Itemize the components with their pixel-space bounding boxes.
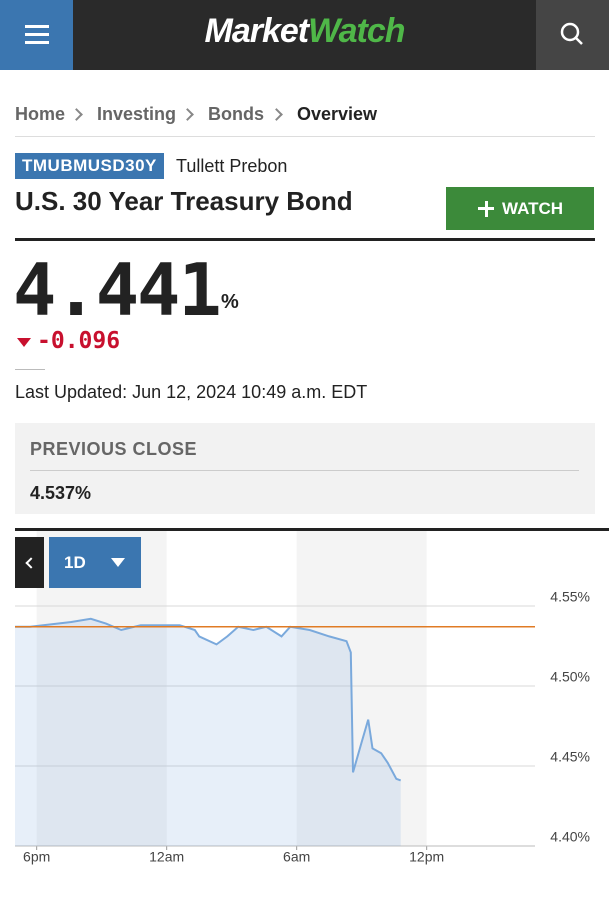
range-label: 1D	[64, 553, 86, 572]
divider	[15, 369, 45, 370]
search-icon	[560, 22, 583, 45]
price-change: -0.096	[37, 328, 121, 354]
back-button[interactable]	[15, 537, 44, 588]
plus-icon	[484, 200, 488, 217]
divider	[15, 528, 609, 531]
breadcrumb-current: Overview	[297, 104, 378, 124]
y-tick-label: 4.40%	[550, 829, 590, 845]
divider	[15, 136, 595, 137]
search-button[interactable]	[536, 0, 609, 70]
previous-close-value: 4.537%	[30, 483, 92, 503]
watch-button[interactable]: WATCH	[446, 187, 594, 230]
breadcrumb-separator	[270, 108, 283, 121]
price: 4.441	[13, 248, 222, 332]
logo-part: Watch	[308, 12, 405, 50]
y-tick-label: 4.50%	[550, 669, 590, 685]
ticker-badge: TMUBMUSD30Y	[15, 153, 164, 179]
session-band	[296, 531, 427, 846]
source: Tullett Prebon	[176, 156, 288, 176]
last-updated: Last Updated: Jun 12, 2024 10:49 a.m. ED…	[15, 382, 368, 402]
menu-button[interactable]	[0, 0, 73, 70]
area	[15, 618, 401, 846]
x-tick-label: 6am	[283, 849, 310, 865]
instrument-name: U.S. 30 Year Treasury Bond	[15, 186, 353, 216]
line	[15, 617, 402, 782]
previous-close-box	[15, 423, 595, 514]
button-label: WATCH	[502, 199, 564, 218]
y-tick-label: 4.45%	[550, 749, 590, 765]
breadcrumb-link[interactable]: Investing	[97, 104, 177, 124]
previous-close-label: PREVIOUS CLOSE	[30, 439, 198, 459]
x-tick-label: 12am	[149, 849, 184, 865]
breadcrumb-separator	[70, 108, 83, 121]
breadcrumb-link[interactable]: Bonds	[208, 104, 264, 124]
price-unit: %	[221, 291, 239, 313]
breadcrumb-link[interactable]: Home	[15, 104, 66, 124]
header	[0, 0, 609, 70]
range-selector[interactable]: 1D	[49, 537, 141, 588]
logo[interactable]: MarketWatch	[0, 12, 609, 51]
breadcrumb-separator	[181, 108, 194, 121]
x-tick-label: 6pm	[23, 849, 50, 865]
down-arrow	[17, 338, 31, 347]
y-tick-label: 4.55%	[550, 589, 590, 605]
x-tick-label: 12pm	[409, 849, 444, 865]
divider	[30, 470, 579, 471]
logo-part: Market	[204, 12, 310, 50]
divider	[15, 238, 595, 241]
